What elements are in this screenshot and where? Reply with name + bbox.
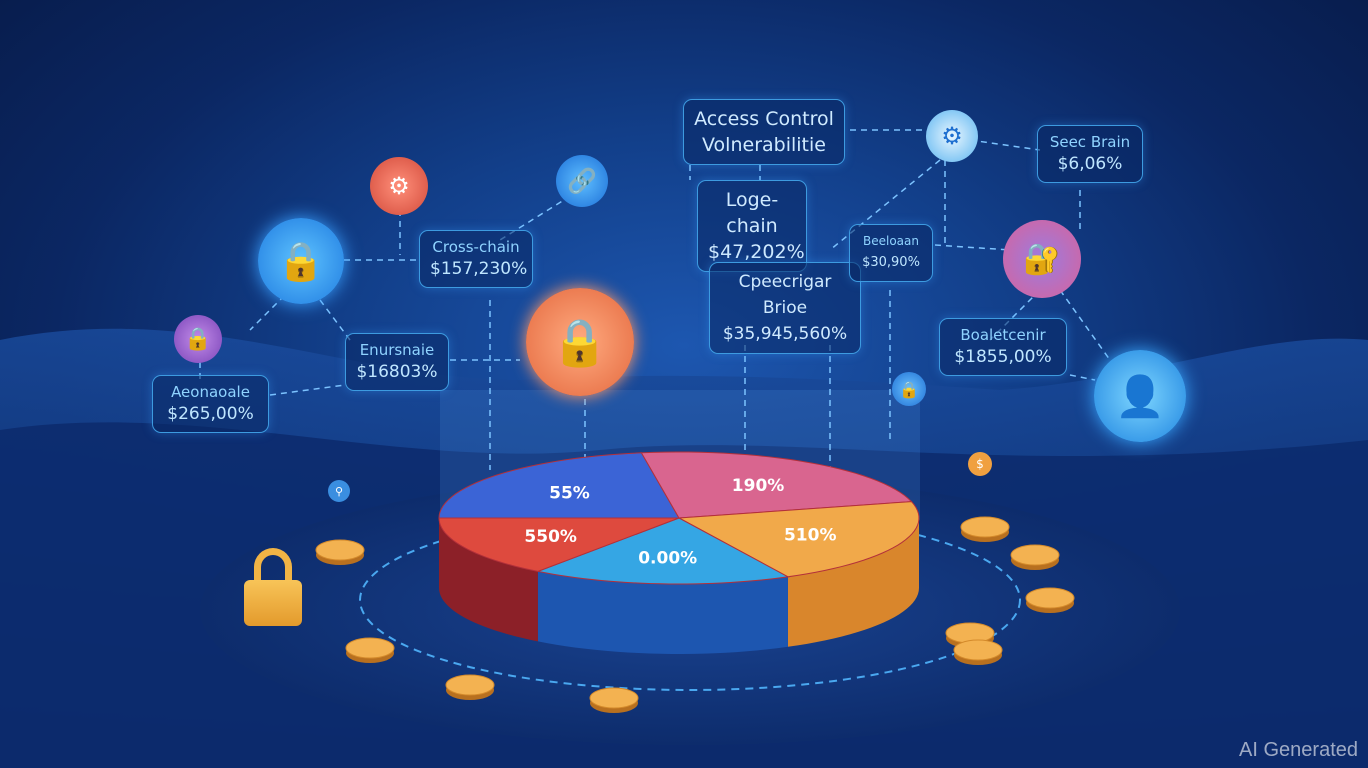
label-title: Access Control [694,108,834,130]
label-value: $16803% [356,362,438,382]
pie-slice-side [787,518,919,647]
pie-slice-side [439,518,538,642]
link-icon: 🔗 [556,155,608,207]
label-title: Beeloaan [863,234,919,248]
pie-slice-label: 55% [549,483,590,503]
label-box: Access Control Volnerabilitie [683,99,845,165]
pie-slice [640,451,913,519]
label-value: $157,230% [430,259,528,279]
coin-icon [445,674,495,696]
pie-slice [536,517,790,585]
label-box: Aeonaoale $265,00% [152,375,269,433]
label-title: Cpeecrigar Brioe [738,272,832,318]
network-icon: ⚙ [926,110,978,162]
pie-slice [677,501,920,578]
label-title: Seec Brain [1049,133,1131,151]
pie-slice-label: 190% [732,476,785,496]
coin-icon [345,637,395,659]
label-box: Loge-chain $47,202% [697,180,807,272]
coin-icon [1025,587,1075,609]
label-value: $47,202% [708,241,805,263]
label-box: Cpeecrigar Brioe $35,945,560% [709,262,861,354]
padlock-icon [244,548,302,628]
pie-slice [438,452,680,519]
coin-icon [1010,544,1060,566]
label-value: $265,00% [167,404,254,424]
lock-icon: 🔒 [526,288,634,396]
lock-icon: 🔒 [892,372,926,406]
label-title: Aeonaoale [171,383,250,401]
label-value: $6,06% [1057,154,1123,174]
label-value: Volnerabilitie [702,134,826,156]
pie-slice-label: 0.00% [638,548,697,568]
label-title: Enursnaie [359,341,435,359]
label-value: $1855,00% [954,347,1052,367]
connector-lines [199,129,1111,470]
coin-icon [315,539,365,561]
label-box: Beeloaan $30,90% [849,224,933,282]
lock-icon: 🔒 [174,315,222,363]
coins [315,516,1075,713]
label-box: Seec Brain $6,06% [1037,125,1143,183]
pie-slice-label: 550% [524,527,577,547]
coin-icon [960,516,1010,538]
user-icon: 👤 [1094,350,1186,442]
lock-icon: 🔐 [1003,220,1081,298]
label-title: Boaletcenir [960,326,1046,344]
label-title: Cross-chain [432,238,520,256]
pie-slice-label: 510% [784,525,837,545]
link-icon: ⚲ [328,480,350,502]
label-value: $35,945,560% [722,324,848,344]
label-box: Cross-chain $157,230% [419,230,533,288]
label-box: Enursnaie $16803% [345,333,449,391]
lock-icon: 🔒 [258,218,344,304]
pie-chart: 55% 190% 510% 0.00% 550% [438,451,920,654]
label-title: Loge-chain [725,189,779,237]
coin-icon: $ [968,452,992,476]
coin-icon [945,622,995,644]
watermark: AI Generated [1239,739,1358,761]
label-box: Boaletcenir $1855,00% [939,318,1067,376]
pie-slice-side [537,571,788,654]
label-value: $30,90% [862,255,920,270]
pie-slice [438,517,680,572]
coin-icon [953,639,1003,661]
coin-icon [589,687,639,709]
gear-icon: ⚙ [370,157,428,215]
